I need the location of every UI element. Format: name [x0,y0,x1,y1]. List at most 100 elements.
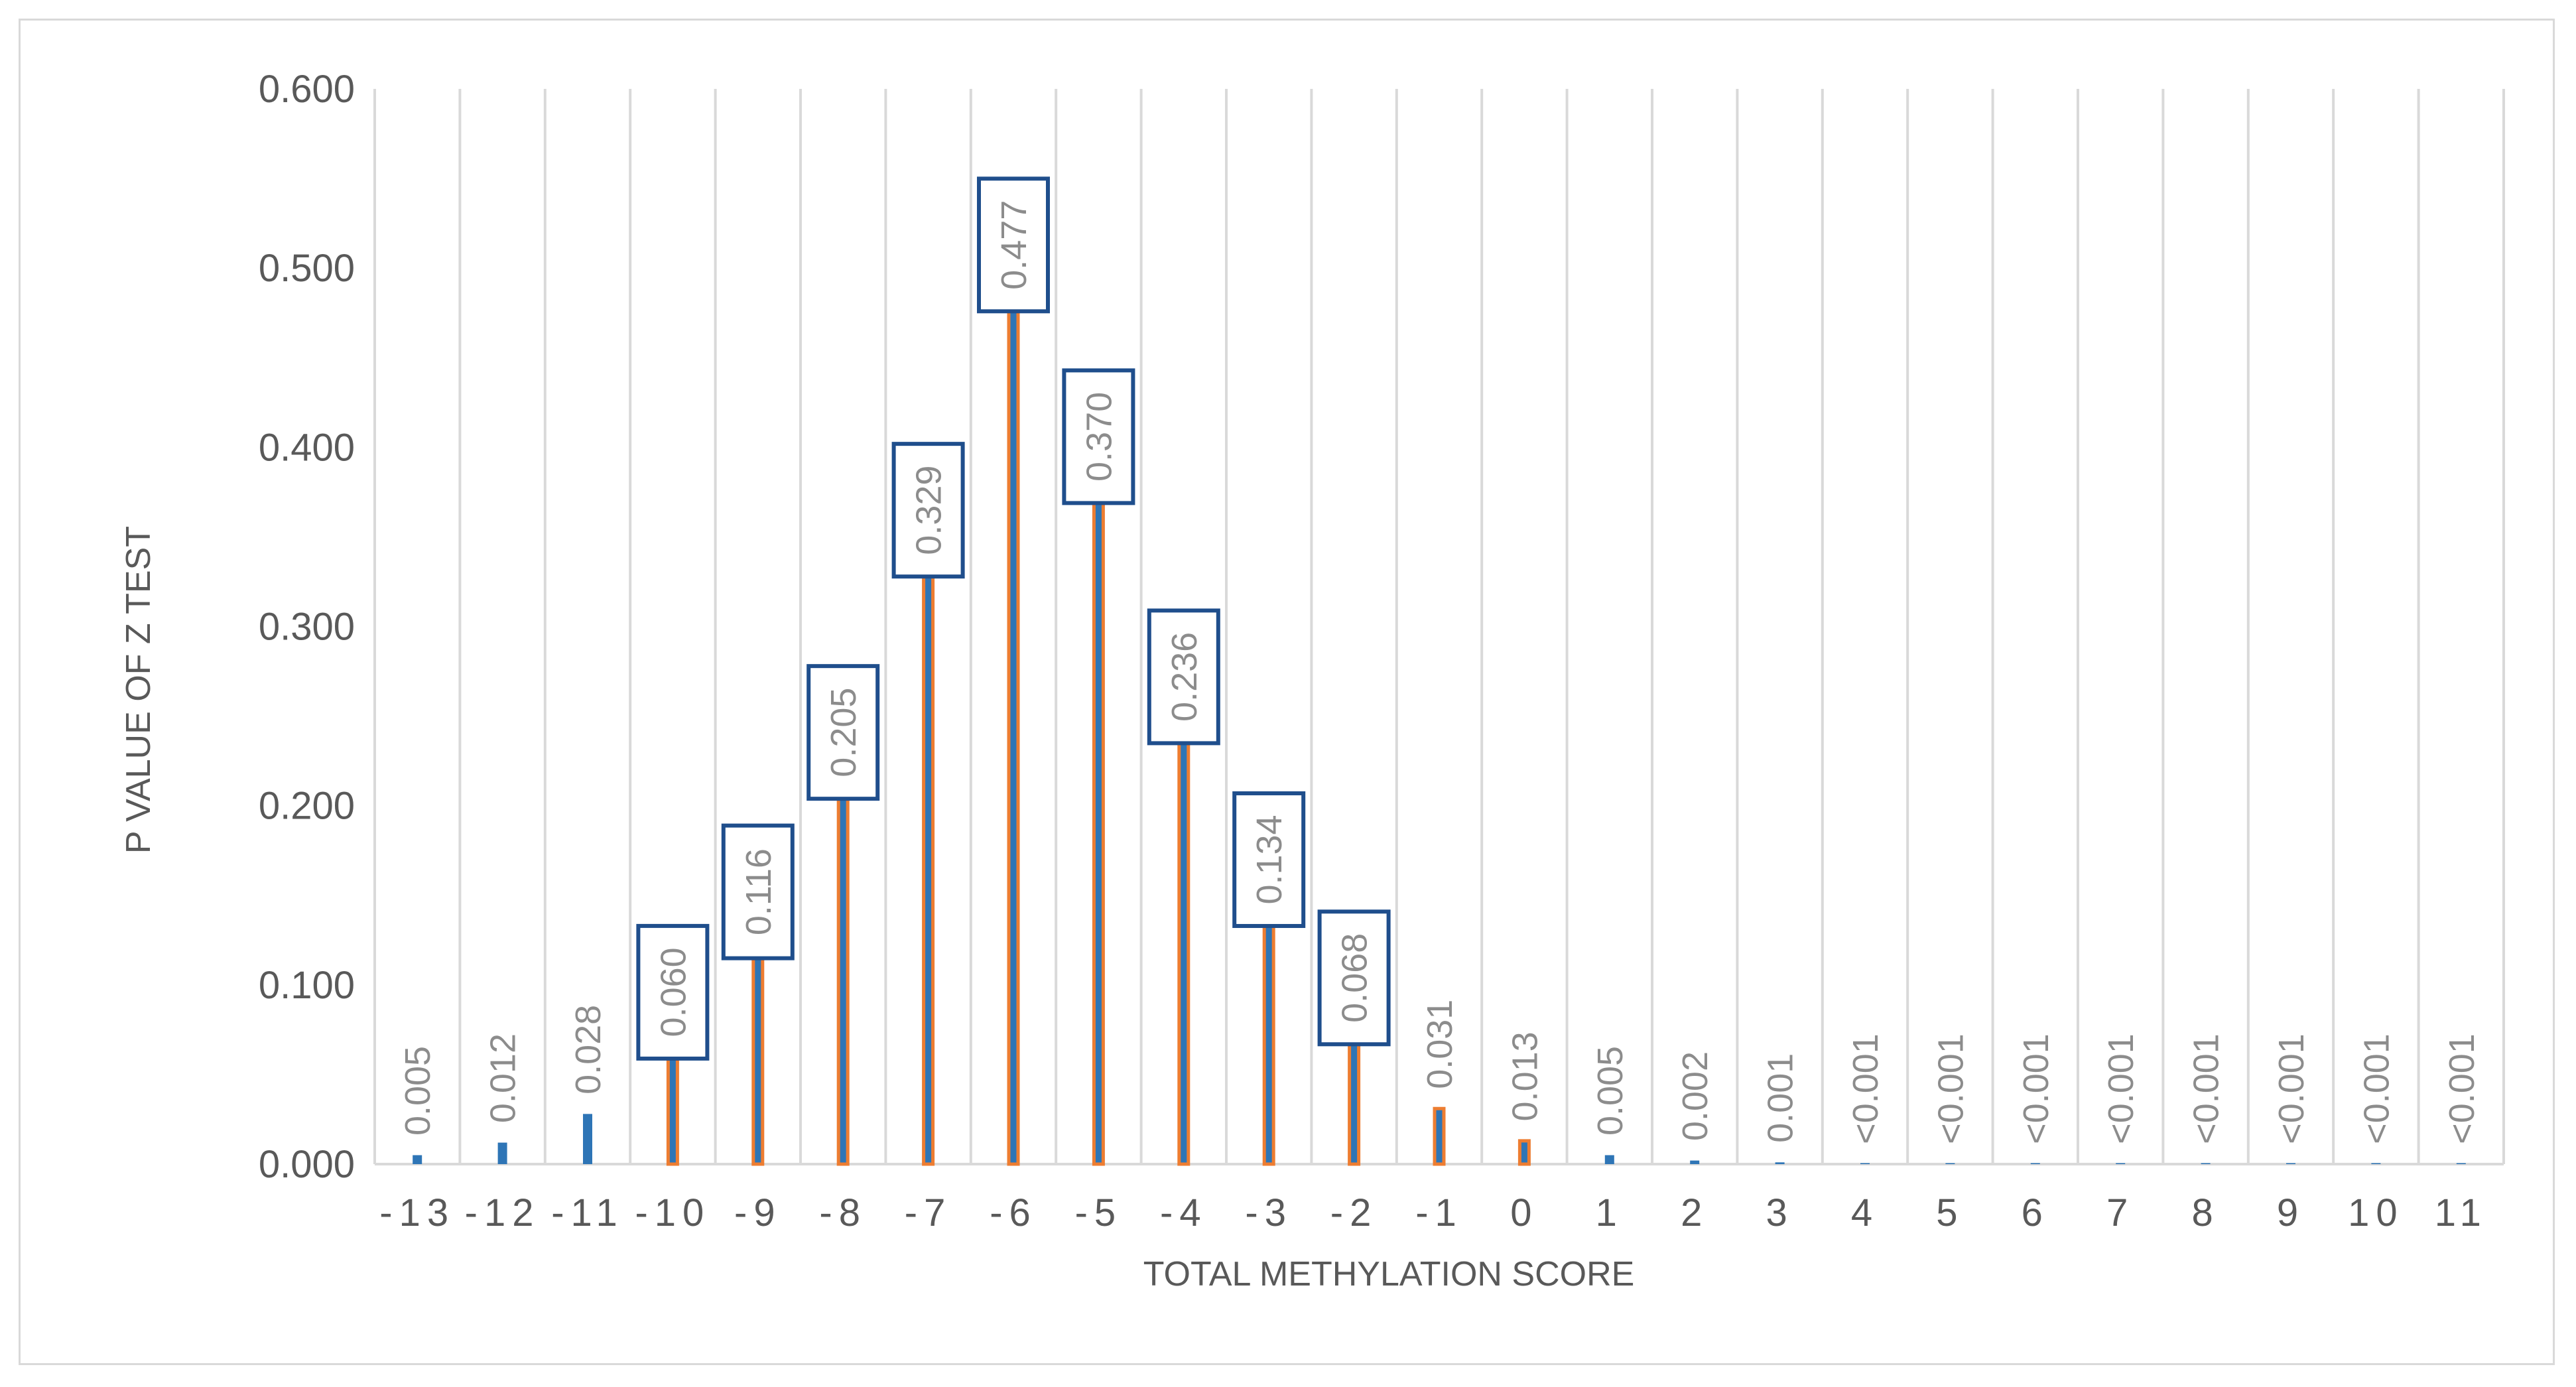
data-label-group: 0.001 [1761,1053,1801,1143]
data-label: <0.001 [1931,1033,1970,1144]
data-label-group: <0.001 [2356,1033,2396,1144]
data-label-group: 0.134 [1232,791,1306,928]
data-label: <0.001 [2442,1033,2482,1144]
data-label-group: <0.001 [2016,1033,2056,1144]
y-tick-label: 0.000 [259,1143,355,1186]
x-tick-label: 9 [2277,1191,2305,1234]
data-label: 0.370 [1079,392,1119,482]
bar [1945,1163,1955,1164]
y-axis-ticks: 0.000 0.100 0.200 0.300 0.400 0.500 0.600 [259,68,355,1186]
data-label-group: 0.012 [483,1033,523,1123]
x-tick-label: 10 [2348,1191,2404,1234]
data-label-box [1317,909,1391,1047]
bar [2201,1163,2211,1164]
bar [1348,1040,1361,1166]
x-tick-label: -3 [1245,1191,1293,1234]
data-label-box [1147,608,1220,746]
x-tick-label: 5 [1936,1191,1964,1234]
data-label-group: 0.031 [1420,1000,1460,1089]
data-label-group: <0.001 [2101,1033,2141,1144]
x-tick-label: 2 [1681,1191,1708,1234]
x-tick-label: 7 [2106,1191,2134,1234]
data-label-group: 0.477 [977,176,1050,314]
data-label-group: 0.329 [891,442,965,579]
bar [1433,1106,1446,1166]
x-tick-label: -7 [905,1191,952,1234]
bar [583,1114,592,1164]
bar [751,955,765,1166]
data-label: 0.116 [739,848,779,935]
x-tick-label: -12 [465,1191,541,1234]
x-tick-label: -5 [1075,1191,1123,1234]
data-label: 0.060 [653,947,693,1037]
data-label-group: 0.060 [636,923,710,1061]
data-label-group: 0.005 [1590,1046,1630,1136]
data-label: 0.477 [994,200,1034,290]
data-label: <0.001 [2272,1033,2311,1144]
bar [1007,307,1020,1166]
x-tick-label: -9 [734,1191,782,1234]
x-tick-label: -13 [379,1191,455,1234]
data-label-group: 0.370 [1062,368,1135,505]
data-label-group: <0.001 [1931,1033,1970,1144]
y-tick-label: 0.600 [259,68,355,111]
x-tick-label: 0 [1510,1191,1538,1234]
data-label-group: 0.205 [806,664,880,801]
bar [2371,1163,2381,1164]
data-label: 0.005 [398,1046,438,1136]
data-labels: 0.005 0.012 0.028 0.060 0.116 0.205 0.329 0.477… [398,176,2482,1144]
data-label: 0.031 [1420,1000,1460,1089]
bar [836,795,850,1166]
data-label-box [1062,368,1135,505]
x-tick-label: 11 [2435,1191,2488,1234]
x-tick-label: -8 [819,1191,867,1234]
data-label: 0.013 [1505,1031,1545,1121]
bar [497,1142,507,1164]
data-label-box [977,176,1050,314]
data-label: 0.005 [1590,1046,1630,1136]
bar [2116,1163,2126,1164]
data-label-group: <0.001 [2187,1033,2226,1144]
y-tick-label: 0.200 [259,785,355,828]
bar [1604,1155,1614,1164]
data-label: 0.329 [909,466,949,555]
data-label-group: 0.028 [568,1005,608,1094]
chart-frame [19,19,2555,1365]
bar [922,572,935,1166]
bar [2456,1163,2466,1164]
data-label-group: 0.002 [1675,1051,1715,1141]
bar [1860,1163,1870,1164]
data-label-box [891,442,965,579]
x-axis-ticks: -13 -12 -11 -10 -9 -8 -7 -6 -5 -4 -3 -2 -1 0 1 2 3 4 5 6 7 8 9… [379,1191,2488,1234]
data-label-group: 0.068 [1317,909,1391,1047]
data-label: <0.001 [2356,1033,2396,1144]
x-tick-label: -11 [551,1191,624,1234]
data-label: <0.001 [2101,1033,2141,1144]
x-tick-label: 6 [2022,1191,2049,1234]
x-tick-label: -4 [1160,1191,1208,1234]
data-label-box [1232,791,1306,928]
y-tick-label: 0.300 [259,606,355,649]
x-tick-label: -6 [990,1191,1037,1234]
bar [2286,1163,2295,1164]
y-tick-label: 0.100 [259,964,355,1007]
data-label: <0.001 [1846,1033,1886,1144]
data-label-group: 0.236 [1147,608,1220,746]
data-label: 0.028 [568,1005,608,1094]
y-tick-label: 0.500 [259,247,355,290]
data-label: 0.068 [1335,933,1375,1023]
bar [666,1055,679,1166]
bar [1775,1162,1785,1164]
data-label-group: 0.116 [721,823,795,960]
bar [1092,499,1105,1166]
bar [1177,739,1191,1166]
x-tick-label: -10 [635,1191,710,1234]
bar [413,1155,422,1164]
bar [1517,1139,1531,1166]
bar [1262,922,1275,1166]
data-label-group: <0.001 [2442,1033,2482,1144]
data-label: 0.002 [1675,1051,1715,1141]
data-label: 0.012 [483,1033,523,1123]
y-tick-label: 0.400 [259,426,355,469]
